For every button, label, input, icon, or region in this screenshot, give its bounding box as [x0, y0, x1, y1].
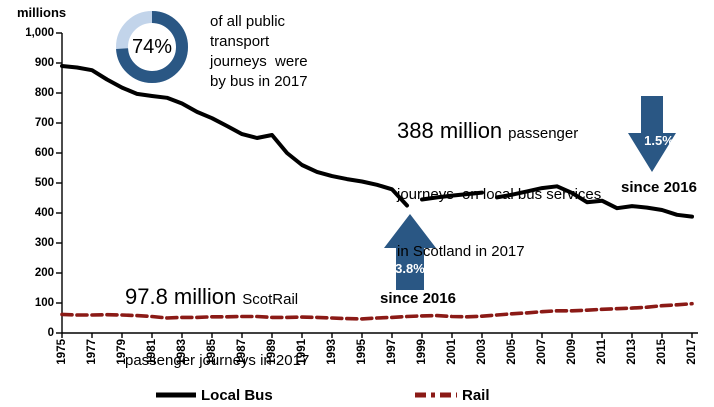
x-axis-tick-label: 1997: [386, 339, 398, 365]
x-axis-tick-label: 2001: [446, 339, 458, 365]
y-axis-tick-label: 800: [34, 87, 54, 99]
y-axis-tick-label: 100: [34, 297, 54, 309]
x-axis-tick-label: 2015: [656, 339, 668, 365]
x-axis-tick-label: 2011: [596, 339, 608, 364]
donut-caption-line: of all public: [210, 13, 286, 30]
bus-stat-callout: 388 million passenger journeys on local b…: [397, 80, 601, 299]
rail-stat-value: 97.8 million: [125, 284, 237, 309]
series-lines: [60, 64, 694, 321]
decrease-arrow-icon: [628, 96, 676, 172]
axes: [56, 32, 698, 338]
donut-value-arc: [116, 11, 188, 83]
x-axis-tick-label: 1989: [266, 339, 278, 365]
rail-line-sample-icon: [415, 392, 457, 398]
donut-caption-line: journeys were: [210, 53, 308, 70]
y-axis-tick-label: 0: [47, 327, 54, 339]
x-axis-tick-label: 2005: [506, 339, 518, 365]
bus-stat-line3: in Scotland in 2017: [397, 243, 525, 260]
rail-stat-headline: 97.8 million ScotRail: [125, 284, 309, 313]
y-axis-tick-label: 400: [34, 207, 54, 219]
x-axis-tick-label: 1995: [356, 339, 368, 365]
y-axis-tick-label: 1,000: [25, 27, 54, 39]
y-axis-tick-label: 600: [34, 147, 54, 159]
bus-change-percent: 1.5%: [644, 133, 674, 148]
local-bus-line-sample-icon: [156, 392, 196, 398]
y-axis-tick-label: 900: [34, 57, 54, 69]
x-axis-tick-label: 1991: [296, 339, 308, 365]
y-axis-tick-label: 300: [34, 237, 54, 249]
rail-stat-suffix: ScotRail: [242, 291, 299, 308]
bus-stat-suffix: passenger: [508, 125, 579, 142]
bus-stat-line2: journeys on local bus services: [397, 186, 602, 203]
series-line-local-bus: [420, 190, 484, 202]
x-axis-tick-label: 1981: [146, 339, 158, 365]
x-axis-tick-label: 2007: [536, 339, 548, 365]
donut-caption-line: transport: [210, 33, 270, 50]
legend-item-rail: Rail: [414, 386, 490, 404]
rail-stat-line2: passenger journeys in 2017: [125, 352, 310, 369]
x-axis-tick-label: 1999: [416, 339, 428, 365]
donut-caption: of all public transport journeys were by bu…: [210, 12, 308, 92]
x-axis-tick-label: 1983: [176, 339, 188, 365]
x-axis-tick-label: 2017: [686, 339, 698, 365]
x-axis-tick-label: 1979: [116, 339, 128, 365]
donut-caption-line: by bus in 2017: [210, 73, 308, 90]
rail-change-percent: 3.8%: [395, 261, 425, 276]
series-line-rail: [60, 301, 694, 321]
donut-percent-label: 74%: [131, 35, 173, 58]
x-axis-tick-label: 2013: [626, 339, 638, 365]
bus-change-caption: since 2016: [621, 179, 697, 196]
y-axis-tick-label: 500: [34, 177, 54, 189]
bus-stat-headline: 388 million passenger: [397, 118, 601, 147]
y-axis-title: millions: [17, 5, 67, 20]
y-axis-tick-label: 700: [34, 117, 54, 129]
x-axis-tick-label: 1987: [236, 339, 248, 365]
rail-stat-callout: 97.8 million ScotRail passenger journeys …: [125, 246, 309, 407]
x-axis-tick-label: 1993: [326, 339, 338, 365]
bus-stat-value: 388 million: [397, 118, 503, 143]
rail-change-caption: since 2016: [380, 290, 456, 307]
increase-arrow-icon: [384, 214, 436, 290]
x-axis-tick-label: 2009: [566, 339, 578, 365]
legend-label-rail: Rail: [462, 386, 490, 404]
donut-chart: 74%: [112, 7, 192, 87]
x-axis-tick-label: 1985: [206, 339, 218, 365]
series-line-local-bus: [495, 184, 694, 219]
series-line-local-bus: [60, 64, 409, 208]
legend-item-local-bus: Local Bus: [155, 386, 273, 404]
x-axis-tick-label: 1977: [86, 339, 98, 365]
y-axis-tick-label: 200: [34, 267, 54, 279]
x-axis-tick-label: 2003: [476, 339, 488, 365]
donut-ring: [116, 11, 188, 83]
x-axis-tick-label: 1975: [56, 339, 68, 365]
legend-label-local-bus: Local Bus: [201, 386, 273, 404]
